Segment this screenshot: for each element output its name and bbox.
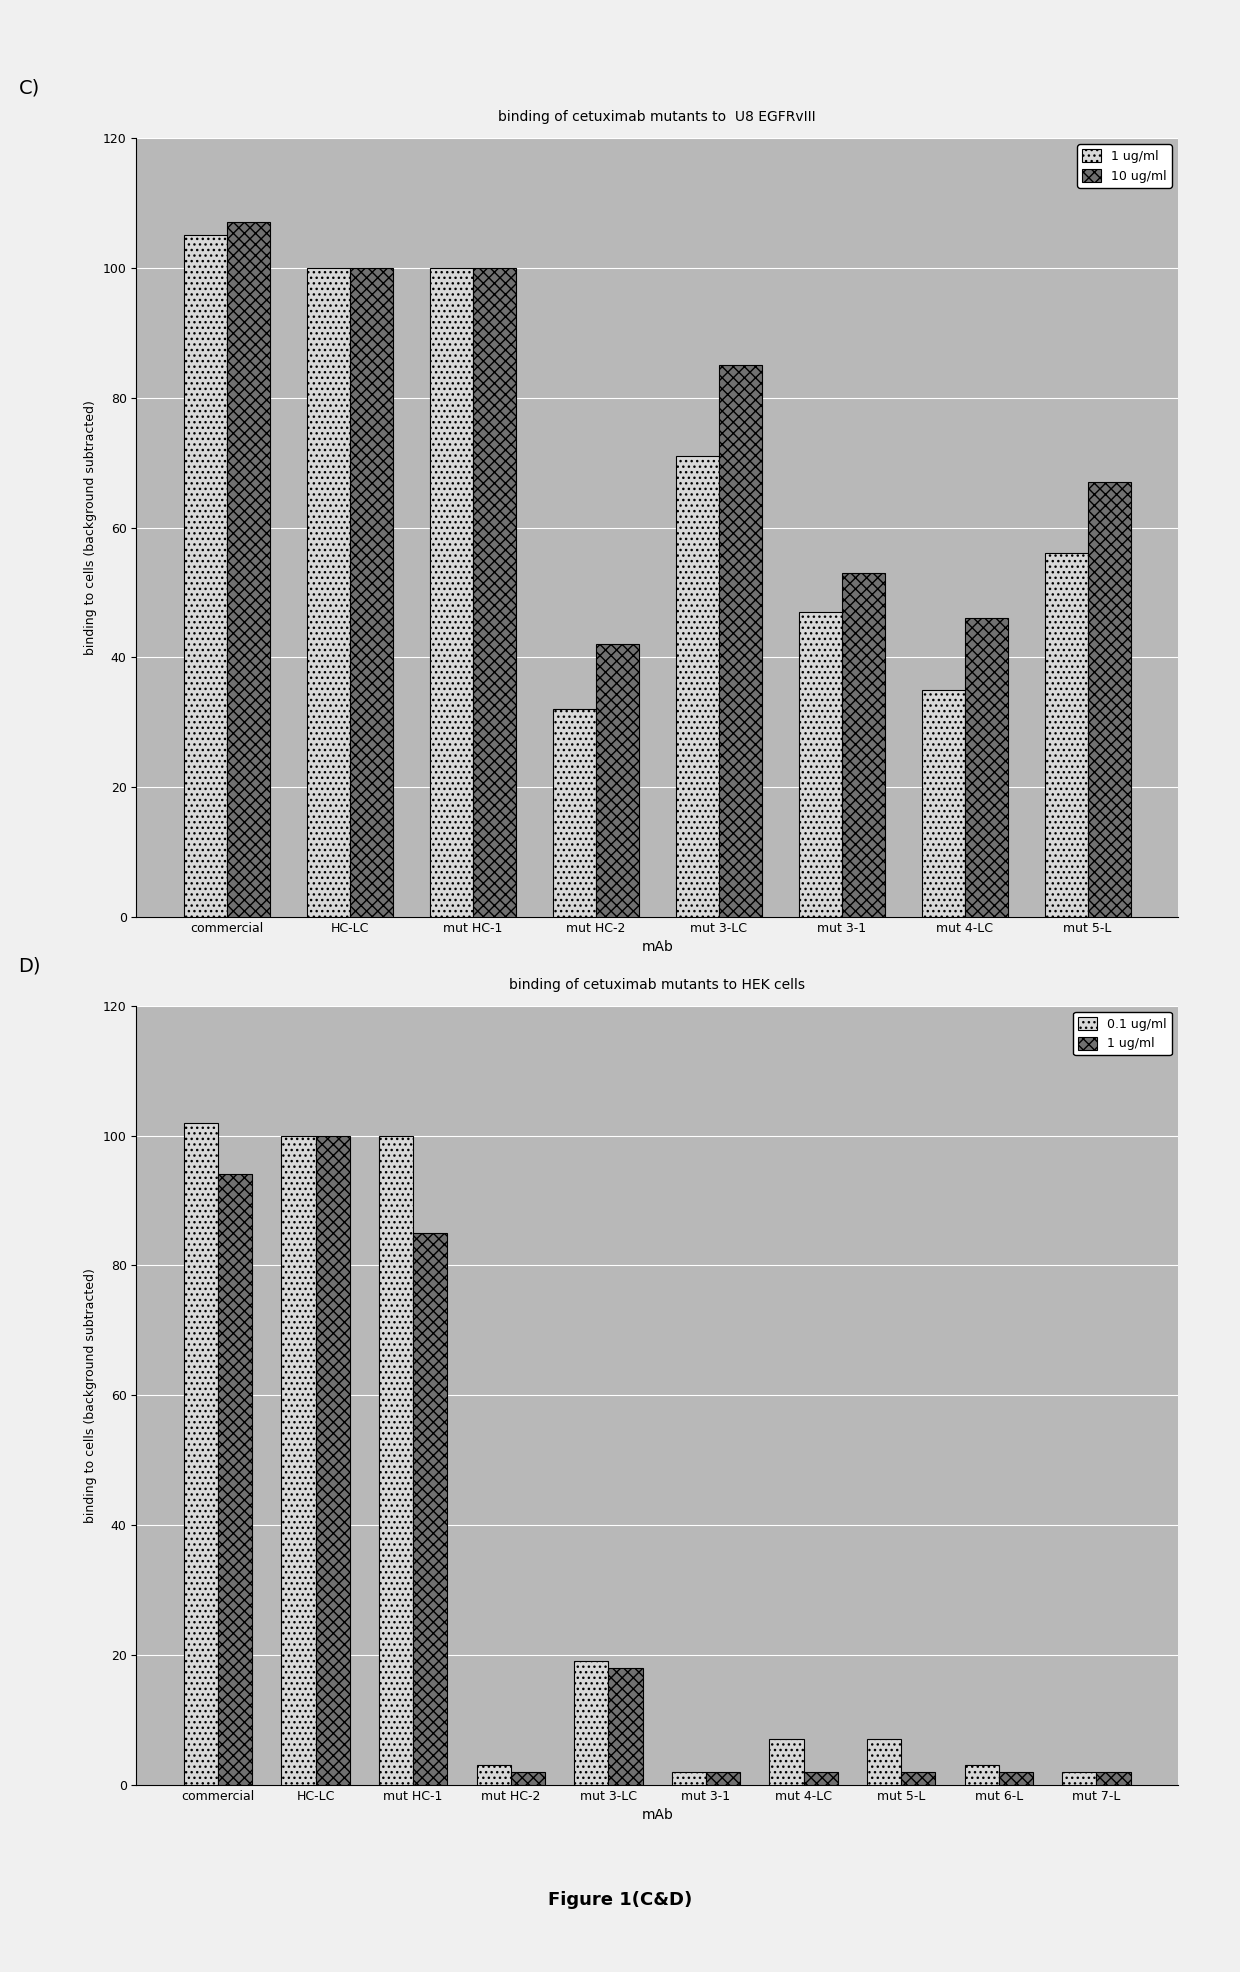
Bar <box>672 1771 706 1785</box>
Bar <box>595 645 639 917</box>
Text: Figure 1(C&D): Figure 1(C&D) <box>548 1891 692 1909</box>
Bar <box>609 1668 642 1785</box>
Bar <box>184 235 227 917</box>
Bar <box>1096 1771 1131 1785</box>
Bar <box>511 1771 544 1785</box>
Bar <box>315 1136 350 1785</box>
Bar <box>965 619 1008 917</box>
Bar <box>965 1765 999 1785</box>
Bar <box>553 710 595 917</box>
Bar <box>574 1660 609 1785</box>
Bar <box>676 456 719 917</box>
X-axis label: mAb: mAb <box>641 1808 673 1822</box>
Bar <box>1044 554 1087 917</box>
Legend: 1 ug/ml, 10 ug/ml: 1 ug/ml, 10 ug/ml <box>1078 144 1172 187</box>
Bar <box>901 1771 935 1785</box>
Bar <box>921 690 965 917</box>
Bar <box>350 268 393 917</box>
Bar <box>306 268 350 917</box>
Bar <box>227 223 270 917</box>
Bar <box>184 1122 218 1785</box>
Bar <box>413 1232 448 1785</box>
Text: C): C) <box>19 79 40 99</box>
Bar <box>430 268 472 917</box>
Y-axis label: binding to cells (background subtracted): binding to cells (background subtracted) <box>84 400 97 655</box>
Title: binding of cetuximab mutants to  U8 EGFRvIII: binding of cetuximab mutants to U8 EGFRv… <box>498 110 816 124</box>
Title: binding of cetuximab mutants to HEK cells: binding of cetuximab mutants to HEK cell… <box>510 978 805 992</box>
Bar <box>1087 481 1131 917</box>
Bar <box>379 1136 413 1785</box>
Bar <box>842 574 884 917</box>
Bar <box>476 1765 511 1785</box>
X-axis label: mAb: mAb <box>641 941 673 954</box>
Bar <box>867 1739 901 1785</box>
Y-axis label: binding to cells (background subtracted): binding to cells (background subtracted) <box>84 1268 97 1522</box>
Bar <box>218 1175 252 1785</box>
Bar <box>1063 1771 1096 1785</box>
Legend: 0.1 ug/ml, 1 ug/ml: 0.1 ug/ml, 1 ug/ml <box>1074 1012 1172 1055</box>
Bar <box>770 1739 804 1785</box>
Bar <box>706 1771 740 1785</box>
Bar <box>799 611 842 917</box>
Bar <box>472 268 516 917</box>
Bar <box>281 1136 315 1785</box>
Text: D): D) <box>19 956 41 976</box>
Bar <box>719 365 761 917</box>
Bar <box>804 1771 838 1785</box>
Bar <box>999 1771 1033 1785</box>
